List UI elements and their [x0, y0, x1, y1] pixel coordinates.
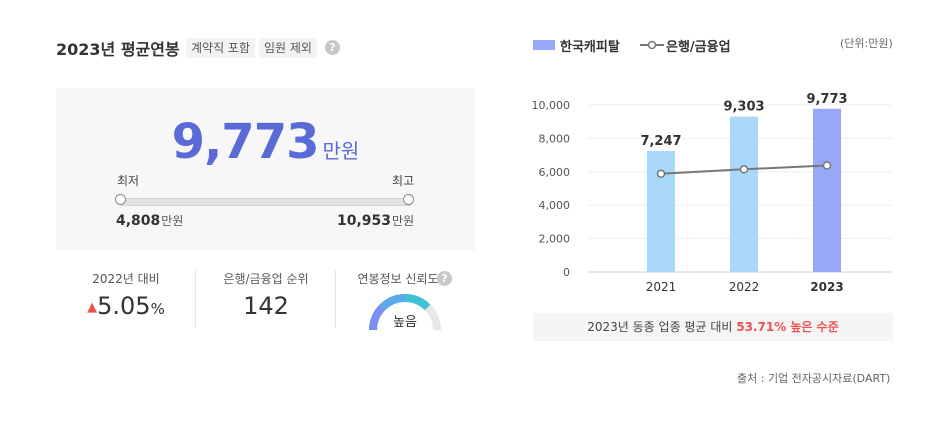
max-label: 최고 — [392, 174, 415, 188]
range-min-knob — [115, 194, 126, 205]
min-label: 최저 — [117, 174, 140, 188]
min-salary: 4,808만원 — [116, 212, 183, 229]
min-salary-value: 4,808 — [116, 213, 161, 229]
reliability-value: 높음 — [393, 315, 417, 330]
yoy-change: ▲5.05% — [56, 292, 196, 320]
data-label: 9,303 — [723, 100, 764, 115]
question-icon[interactable]: ? — [325, 40, 340, 55]
yoy-label: 2022년 대비 — [92, 272, 160, 286]
triangle-up-icon: ▲ — [87, 300, 98, 315]
reliability-label: 연봉정보 신뢰도 — [357, 272, 439, 286]
y-tick-label: 6,000 — [539, 166, 571, 179]
legend-line-swatch — [640, 40, 664, 50]
data-label: 9,773 — [806, 92, 847, 107]
gauge-fill-low — [369, 304, 386, 331]
line-point — [822, 161, 832, 170]
line-point — [739, 165, 749, 174]
bar — [730, 116, 758, 273]
legend-bar-swatch — [533, 40, 555, 50]
x-tick-label: 2023 — [810, 280, 843, 294]
max-salary: 10,953만원 — [337, 212, 414, 229]
rank-label: 은행/금융업 순위 — [223, 272, 309, 286]
average-salary: 9,773 만원 — [56, 114, 475, 170]
data-label: 7,247 — [640, 134, 681, 149]
bar — [647, 150, 675, 272]
gauge-fill-mid — [379, 294, 406, 311]
salary-chart: 0 2,000 4,000 6,000 8,000 10,000 7,247 2021 9,30… — [532, 92, 892, 294]
bar — [813, 108, 841, 273]
tag-executive-excluded: 임원 제외 — [259, 38, 317, 58]
average-salary-value: 9,773 — [171, 114, 320, 170]
min-salary-unit: 만원 — [161, 214, 184, 228]
salary-summary-panel: 9,773 만원 최저 최고 4,808만원 10,953만원 — [56, 88, 475, 250]
unit-note: (단위:만원) — [840, 37, 893, 50]
gauge-fill-high — [404, 294, 431, 311]
stat-divider — [335, 270, 336, 328]
legend-industry-label: 은행/금융업 — [666, 40, 731, 55]
y-tick-label: 10,000 — [532, 99, 571, 112]
y-tick-label: 4,000 — [539, 199, 571, 212]
tag-contract-included: 계약직 포함 — [186, 38, 256, 58]
yoy-value: 5.05 — [97, 292, 151, 320]
reliability-gauge: 높음 — [369, 294, 441, 331]
comparison-highlight: 53.71% 높은 수준 — [736, 320, 839, 334]
comparison-note: 2023년 동종 업종 평균 대비 53.71% 높은 수준 — [533, 313, 893, 341]
legend-company-label: 한국캐피탈 — [560, 40, 620, 55]
x-tick-label: 2021 — [646, 280, 677, 294]
rank-value: 142 — [243, 292, 289, 320]
x-tick-label: 2022 — [729, 280, 760, 294]
max-salary-value: 10,953 — [337, 213, 392, 229]
average-salary-unit: 만원 — [322, 139, 360, 163]
salary-range-track — [120, 198, 412, 206]
y-tick-label: 2,000 — [539, 233, 571, 246]
yoy-unit: % — [150, 300, 165, 318]
line-point — [656, 169, 666, 179]
stat-divider — [195, 270, 196, 328]
source-text: 출처 : 기업 전자공시자료(DART) — [737, 372, 891, 385]
y-tick-label: 0 — [563, 266, 570, 279]
comparison-note-text: 2023년 동종 업종 평균 대비 — [587, 320, 737, 334]
range-max-knob — [403, 194, 414, 205]
y-tick-label: 8,000 — [539, 132, 571, 145]
question-icon[interactable]: ? — [437, 271, 452, 286]
page-title: 2023년 평균연봉 — [56, 40, 180, 59]
max-salary-unit: 만원 — [392, 214, 415, 228]
